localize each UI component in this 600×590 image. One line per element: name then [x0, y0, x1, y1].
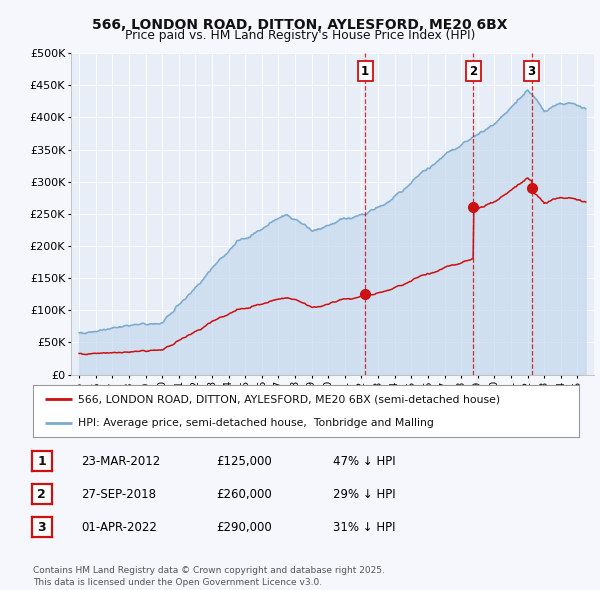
Text: 3: 3 [37, 521, 46, 534]
Text: 3: 3 [527, 65, 536, 78]
Text: 566, LONDON ROAD, DITTON, AYLESFORD, ME20 6BX (semi-detached house): 566, LONDON ROAD, DITTON, AYLESFORD, ME2… [78, 394, 500, 404]
Text: £125,000: £125,000 [216, 455, 272, 468]
Text: HPI: Average price, semi-detached house,  Tonbridge and Malling: HPI: Average price, semi-detached house,… [78, 418, 434, 428]
Text: 01-APR-2022: 01-APR-2022 [81, 521, 157, 534]
Text: 47% ↓ HPI: 47% ↓ HPI [333, 455, 395, 468]
Text: 1: 1 [361, 65, 369, 78]
Text: Contains HM Land Registry data © Crown copyright and database right 2025.
This d: Contains HM Land Registry data © Crown c… [33, 566, 385, 587]
Text: £260,000: £260,000 [216, 488, 272, 501]
Text: 31% ↓ HPI: 31% ↓ HPI [333, 521, 395, 534]
Text: 1: 1 [37, 455, 46, 468]
Text: 29% ↓ HPI: 29% ↓ HPI [333, 488, 395, 501]
Text: 23-MAR-2012: 23-MAR-2012 [81, 455, 160, 468]
Text: Price paid vs. HM Land Registry's House Price Index (HPI): Price paid vs. HM Land Registry's House … [125, 30, 475, 42]
Text: 2: 2 [469, 65, 478, 78]
Text: £290,000: £290,000 [216, 521, 272, 534]
Text: 566, LONDON ROAD, DITTON, AYLESFORD, ME20 6BX: 566, LONDON ROAD, DITTON, AYLESFORD, ME2… [92, 18, 508, 32]
Text: 27-SEP-2018: 27-SEP-2018 [81, 488, 156, 501]
Text: 2: 2 [37, 488, 46, 501]
